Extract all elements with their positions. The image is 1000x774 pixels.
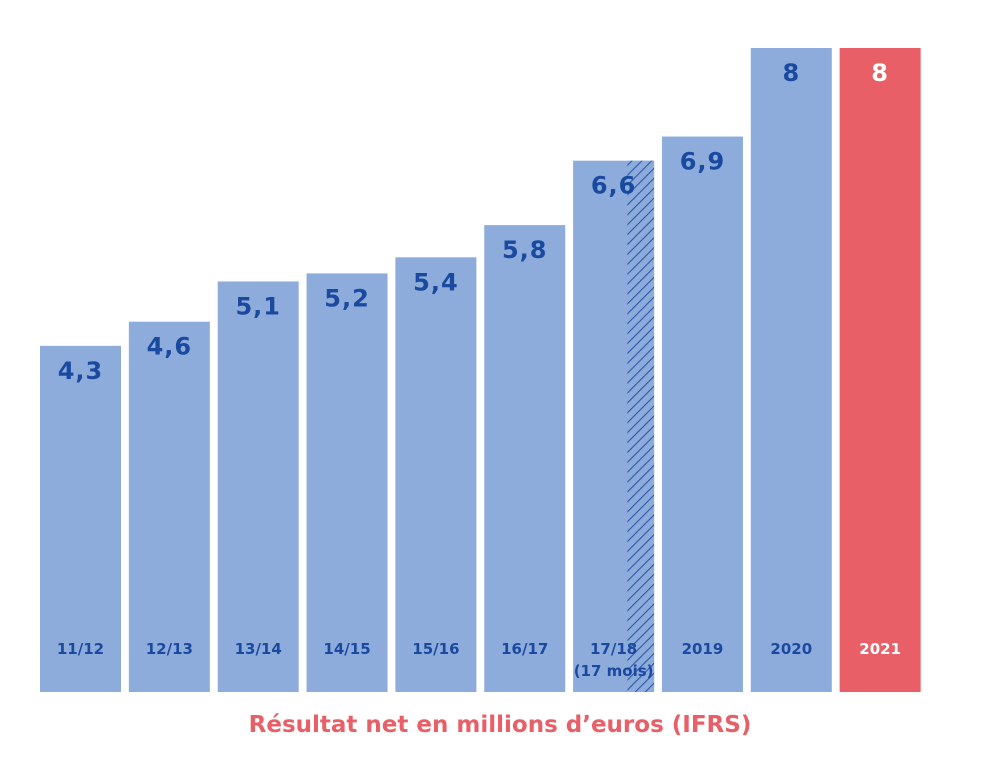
value-label: 6,6 <box>591 172 637 200</box>
category-label: 16/17 <box>501 640 548 658</box>
value-label: 5,1 <box>235 292 281 320</box>
category-label: 2021 <box>859 640 901 658</box>
bar-15/16 <box>395 257 477 692</box>
value-label: 5,4 <box>413 268 459 296</box>
chart-caption: Résultat net en millions d’euros (IFRS) <box>248 712 752 738</box>
category-label: 17/18 <box>590 640 637 658</box>
value-label: 8 <box>782 59 800 87</box>
bar-2020 <box>750 48 832 692</box>
bar-2019 <box>661 136 743 693</box>
category-label: 2020 <box>770 640 812 658</box>
value-label: 8 <box>871 59 889 87</box>
category-label: 2019 <box>682 640 724 658</box>
category-label: 11/12 <box>57 640 104 658</box>
category-label: 12/13 <box>146 640 193 658</box>
category-label: 13/14 <box>235 640 282 658</box>
bar-16/17 <box>484 225 566 692</box>
bar-13/14 <box>217 281 299 692</box>
bar-11/12 <box>40 345 121 692</box>
bar-12/13 <box>128 321 210 692</box>
bar-hatched-portion <box>627 160 655 692</box>
bar-2021 <box>839 48 921 692</box>
category-label: 14/15 <box>323 640 370 658</box>
value-label: 4,3 <box>58 357 104 385</box>
bar-chart: 4,3 11/12 4,6 12/13 5,1 13/14 5,2 14/15 5,4 15/16… <box>40 48 921 693</box>
value-label: 5,8 <box>502 236 548 264</box>
value-label: 5,2 <box>324 284 370 312</box>
bar-14/15 <box>306 273 388 692</box>
value-label: 4,6 <box>147 333 193 361</box>
category-note: (17 mois) <box>574 662 654 680</box>
category-label: 15/16 <box>412 640 459 658</box>
value-label: 6,9 <box>680 148 726 176</box>
